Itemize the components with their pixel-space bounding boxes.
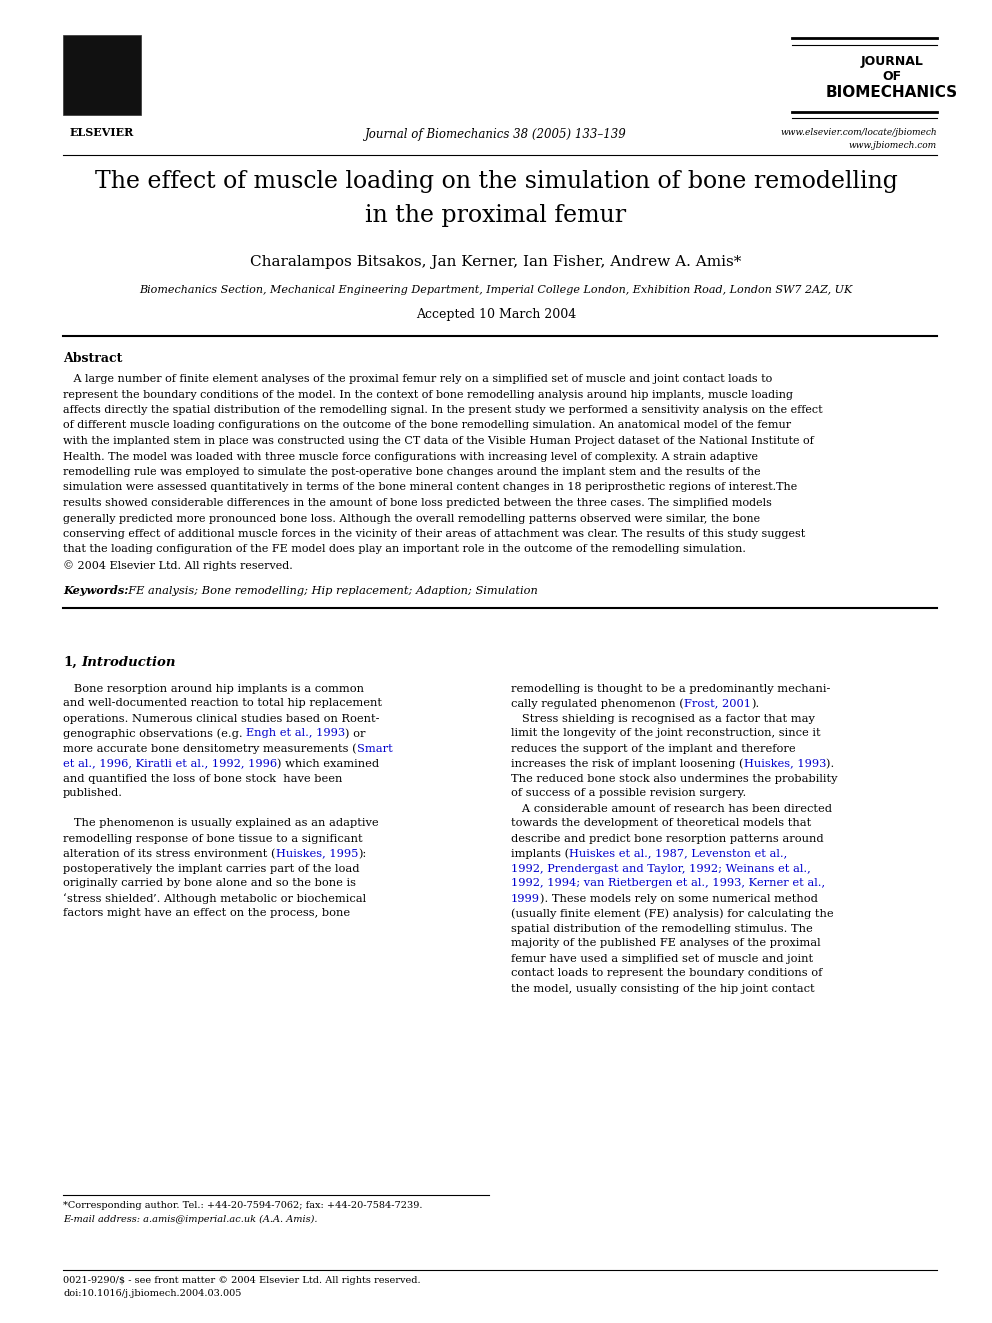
Text: Charalampos Bitsakos, Jan Kerner, Ian Fisher, Andrew A. Amis*: Charalampos Bitsakos, Jan Kerner, Ian Fi…	[250, 255, 742, 269]
Text: alteration of its stress environment (: alteration of its stress environment (	[63, 848, 276, 859]
Text: conserving effect of additional muscle forces in the vicinity of their areas of : conserving effect of additional muscle f…	[63, 529, 806, 538]
Bar	[63, 34, 141, 115]
Text: Frost, 2001: Frost, 2001	[683, 699, 751, 709]
Text: postoperatively the implant carries part of the load: postoperatively the implant carries part…	[63, 864, 359, 873]
Text: 1992, Prendergast and Taylor, 1992; Weinans et al.,: 1992, Prendergast and Taylor, 1992; Wein…	[511, 864, 810, 873]
Text: 1,: 1,	[63, 655, 76, 668]
Text: BIOMECHANICS: BIOMECHANICS	[826, 85, 958, 101]
Text: published.: published.	[63, 789, 123, 799]
Text: www.elsevier.com/locate/jbiomech: www.elsevier.com/locate/jbiomech	[781, 128, 937, 138]
Text: doi:10.1016/j.jbiomech.2004.03.005: doi:10.1016/j.jbiomech.2004.03.005	[63, 1289, 241, 1298]
Text: cally regulated phenomenon (: cally regulated phenomenon (	[511, 699, 683, 709]
Text: ).: ).	[751, 699, 759, 709]
Text: © 2004 Elsevier Ltd. All rights reserved.: © 2004 Elsevier Ltd. All rights reserved…	[63, 560, 293, 570]
Text: majority of the published FE analyses of the proximal: majority of the published FE analyses of…	[511, 938, 820, 949]
Text: ). These models rely on some numerical method: ). These models rely on some numerical m…	[540, 893, 817, 904]
Text: genographic observations (e.g.: genographic observations (e.g.	[63, 729, 246, 740]
Text: FE analysis; Bone remodelling; Hip replacement; Adaption; Simulation: FE analysis; Bone remodelling; Hip repla…	[121, 586, 538, 595]
Text: *Corresponding author. Tel.: +44-20-7594-7062; fax: +44-20-7584-7239.: *Corresponding author. Tel.: +44-20-7594…	[63, 1201, 423, 1211]
Text: with the implanted stem in place was constructed using the CT data of the Visibl: with the implanted stem in place was con…	[63, 437, 813, 446]
Text: in the proximal femur: in the proximal femur	[365, 204, 627, 228]
Text: Huiskes, 1993: Huiskes, 1993	[743, 758, 826, 769]
Text: Health. The model was loaded with three muscle force configurations with increas: Health. The model was loaded with three …	[63, 451, 758, 462]
Text: Engh et al., 1993: Engh et al., 1993	[246, 729, 345, 738]
Text: stress shielded: stress shielded	[66, 893, 153, 904]
Text: implants (: implants (	[511, 848, 569, 859]
Text: JOURNAL: JOURNAL	[861, 56, 924, 67]
Text: ):: ):	[358, 848, 366, 859]
Text: operations. Numerous clinical studies based on Roent-: operations. Numerous clinical studies ba…	[63, 713, 380, 724]
Text: remodelling response of bone tissue to a significant: remodelling response of bone tissue to a…	[63, 833, 363, 844]
Text: towards the development of theoretical models that: towards the development of theoretical m…	[511, 819, 811, 828]
Text: femur have used a simplified set of muscle and joint: femur have used a simplified set of musc…	[511, 954, 813, 963]
Text: and well-documented reaction to total hip replacement: and well-documented reaction to total hi…	[63, 699, 382, 709]
Text: of different muscle loading configurations on the outcome of the bone remodellin: of different muscle loading configuratio…	[63, 421, 792, 430]
Text: ).: ).	[826, 758, 838, 769]
Text: Huiskes, 1995: Huiskes, 1995	[276, 848, 358, 859]
Text: Biomechanics Section, Mechanical Engineering Department, Imperial College London: Biomechanics Section, Mechanical Enginee…	[139, 284, 853, 295]
Text: the model, usually consisting of the hip joint contact: the model, usually consisting of the hip…	[511, 983, 814, 994]
Text: simulation were assessed quantitatively in terms of the bone mineral content cha: simulation were assessed quantitatively …	[63, 483, 798, 492]
Text: Smart: Smart	[357, 744, 393, 754]
Text: increases the risk of implant loosening (: increases the risk of implant loosening …	[511, 758, 743, 769]
Text: remodelling rule was employed to simulate the post-operative bone changes around: remodelling rule was employed to simulat…	[63, 467, 761, 478]
Text: remodelling is thought to be a predominantly mechani-: remodelling is thought to be a predomina…	[511, 684, 830, 693]
Text: ) or: ) or	[345, 729, 366, 738]
Text: ELSEVIER: ELSEVIER	[69, 127, 134, 138]
Text: Abstract: Abstract	[63, 352, 122, 365]
Text: The phenomenon is usually explained as an adaptive: The phenomenon is usually explained as a…	[63, 819, 379, 828]
Text: (usually finite element (FE) analysis) for calculating the: (usually finite element (FE) analysis) f…	[511, 909, 833, 919]
Text: Huiskes et al., 1987, Levenston et al.,: Huiskes et al., 1987, Levenston et al.,	[569, 848, 788, 859]
Text: affects directly the spatial distribution of the remodelling signal. In the pres: affects directly the spatial distributio…	[63, 405, 822, 415]
Text: Stress shielding is recognised as a factor that may: Stress shielding is recognised as a fact…	[511, 713, 814, 724]
Text: describe and predict bone resorption patterns around: describe and predict bone resorption pat…	[511, 833, 823, 844]
Text: Accepted 10 March 2004: Accepted 10 March 2004	[416, 308, 576, 321]
Text: reduces the support of the implant and therefore: reduces the support of the implant and t…	[511, 744, 796, 754]
Text: limit the longevity of the joint reconstruction, since it: limit the longevity of the joint reconst…	[511, 729, 820, 738]
Text: ‘: ‘	[63, 893, 66, 904]
Text: 1992, 1994; van Rietbergen et al., 1993, Kerner et al.,: 1992, 1994; van Rietbergen et al., 1993,…	[511, 878, 825, 889]
Text: generally predicted more pronounced bone loss. Although the overall remodelling : generally predicted more pronounced bone…	[63, 513, 760, 524]
Text: A considerable amount of research has been directed: A considerable amount of research has be…	[511, 803, 832, 814]
Text: Bone resorption around hip implants is a common: Bone resorption around hip implants is a…	[63, 684, 364, 693]
Text: originally carried by bone alone and so the bone is: originally carried by bone alone and so …	[63, 878, 356, 889]
Text: ’. Although metabolic or biochemical: ’. Although metabolic or biochemical	[153, 893, 366, 904]
Text: of success of a possible revision surgery.: of success of a possible revision surger…	[511, 789, 746, 799]
Text: factors might have an effect on the process, bone: factors might have an effect on the proc…	[63, 909, 350, 918]
Text: 1999: 1999	[511, 893, 540, 904]
Text: ) which examined: ) which examined	[277, 758, 379, 769]
Text: results showed considerable differences in the amount of bone loss predicted bet: results showed considerable differences …	[63, 497, 772, 508]
Text: www.jbiomech.com: www.jbiomech.com	[849, 142, 937, 149]
Text: more accurate bone densitometry measurements (: more accurate bone densitometry measurem…	[63, 744, 357, 754]
Text: that the loading configuration of the FE model does play an important role in th: that the loading configuration of the FE…	[63, 545, 746, 554]
Text: Journal of Biomechanics 38 (2005) 133–139: Journal of Biomechanics 38 (2005) 133–13…	[365, 128, 627, 142]
Text: The reduced bone stock also undermines the probability: The reduced bone stock also undermines t…	[511, 774, 837, 783]
Text: represent the boundary conditions of the model. In the context of bone remodelli: represent the boundary conditions of the…	[63, 389, 793, 400]
Text: E-mail address: a.amis@imperial.ac.uk (A.A. Amis).: E-mail address: a.amis@imperial.ac.uk (A…	[63, 1215, 317, 1224]
Text: The effect of muscle loading on the simulation of bone remodelling: The effect of muscle loading on the simu…	[94, 169, 898, 193]
Text: Keywords:: Keywords:	[63, 586, 129, 597]
Text: and quantified the loss of bone stock  have been: and quantified the loss of bone stock ha…	[63, 774, 342, 783]
Text: Introduction: Introduction	[81, 655, 176, 668]
Text: OF: OF	[883, 70, 902, 83]
Text: contact loads to represent the boundary conditions of: contact loads to represent the boundary …	[511, 968, 822, 979]
Text: et al., 1996, Kiratli et al., 1992, 1996: et al., 1996, Kiratli et al., 1992, 1996	[63, 758, 277, 769]
Text: A large number of finite element analyses of the proximal femur rely on a simpli: A large number of finite element analyse…	[63, 374, 772, 384]
Text: spatial distribution of the remodelling stimulus. The: spatial distribution of the remodelling …	[511, 923, 812, 934]
Text: 0021-9290/$ - see front matter © 2004 Elsevier Ltd. All rights reserved.: 0021-9290/$ - see front matter © 2004 El…	[63, 1275, 421, 1285]
